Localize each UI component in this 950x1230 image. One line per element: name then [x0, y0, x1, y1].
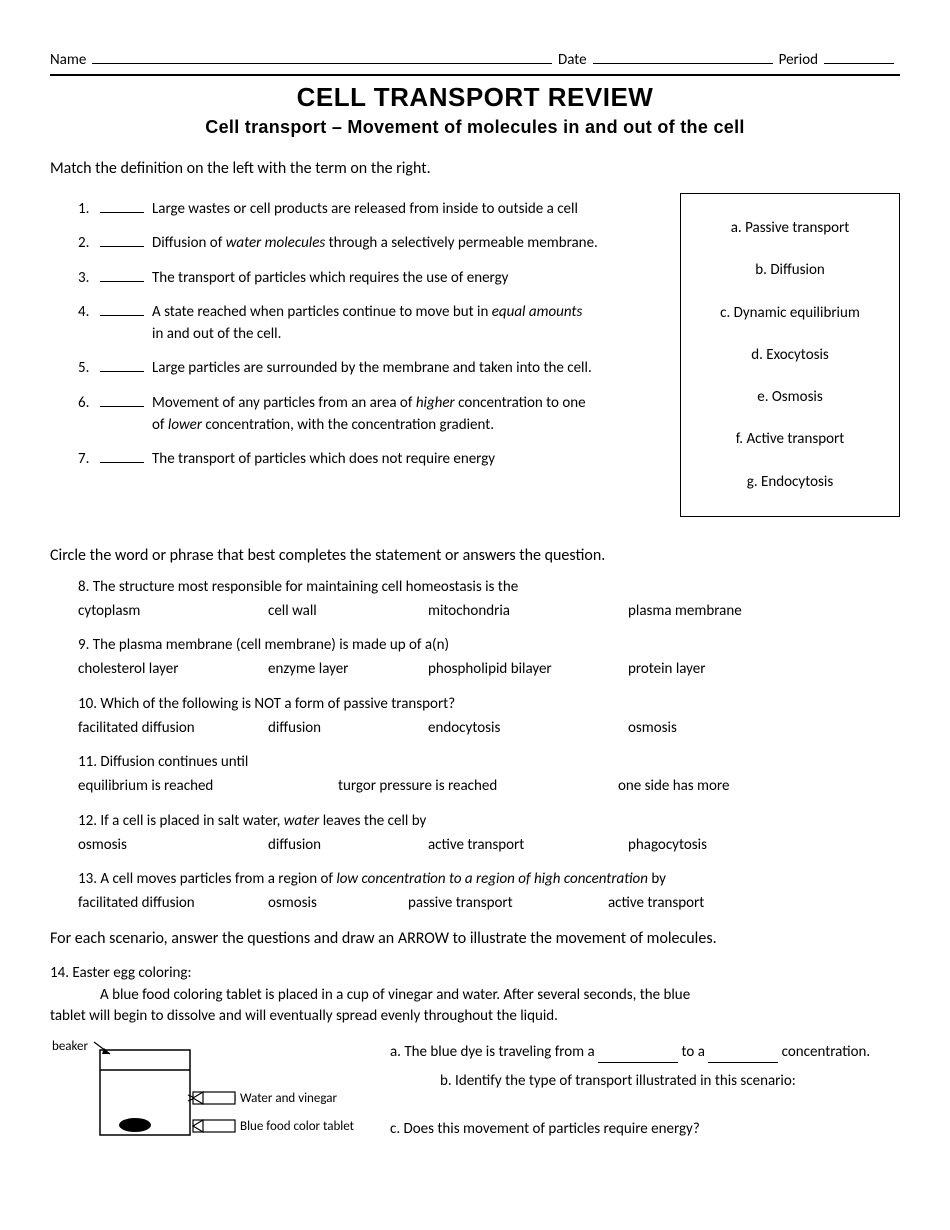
mc-q10: 10. Which of the following is NOT a form… [78, 694, 900, 714]
name-blank[interactable] [92, 63, 552, 64]
answer-blank[interactable] [100, 302, 144, 316]
mc-q12-options: osmosis diffusion active transport phago… [78, 835, 900, 855]
mc-q9-options: cholesterol layer enzyme layer phospholi… [78, 659, 900, 679]
option-d: d. Exocytosis [691, 345, 889, 365]
match-q3: 3. The transport of particles which requ… [78, 268, 660, 288]
mc-q8: 8. The structure most responsible for ma… [78, 577, 900, 597]
answer-blank[interactable] [100, 199, 144, 213]
beaker-diagram: beaker Water and vinegar [50, 1040, 360, 1150]
answer-blank[interactable] [100, 233, 144, 247]
period-label: Period [779, 50, 818, 70]
header-divider [50, 74, 900, 76]
name-label: Name [50, 50, 86, 70]
match-q7: 7. The transport of particles which does… [78, 449, 660, 469]
page-title: CELL TRANSPORT REVIEW [50, 80, 900, 115]
scenario-instructions: For each scenario, answer the questions … [50, 928, 900, 950]
matching-instructions: Match the definition on the left with th… [50, 158, 900, 180]
mc-q9: 9. The plasma membrane (cell membrane) i… [78, 635, 900, 655]
mc-q13: 13. A cell moves particles from a region… [78, 869, 900, 889]
option-f: f. Active transport [691, 429, 889, 449]
match-q5: 5. Large particles are surrounded by the… [78, 358, 660, 378]
matching-section: 1. Large wastes or cell products are rel… [50, 189, 900, 517]
mc-q11: 11. Diffusion continues until [78, 752, 900, 772]
answer-blank[interactable] [100, 393, 144, 407]
match-q2: 2. Diffusion of water molecules through … [78, 233, 660, 253]
option-c: c. Dynamic equilibrium [691, 303, 889, 323]
mc-instructions: Circle the word or phrase that best comp… [50, 545, 900, 567]
period-blank[interactable] [824, 63, 894, 64]
matching-options-box: a. Passive transport b. Diffusion c. Dyn… [680, 193, 900, 517]
mc-q12: 12. If a cell is placed in salt water, w… [78, 811, 900, 831]
scenario-14: 14. Easter egg coloring: A blue food col… [50, 963, 900, 1150]
tablet-label: Blue food color tablet [240, 1119, 355, 1134]
option-g: g. Endocytosis [691, 472, 889, 492]
match-q6: 6. Movement of any particles from an are… [78, 393, 660, 436]
page-subtitle: Cell transport – Movement of molecules i… [50, 115, 900, 139]
answer-blank[interactable] [708, 1042, 778, 1063]
answer-blank[interactable] [100, 268, 144, 282]
mc-q13-options: facilitated diffusion osmosis passive tr… [78, 893, 900, 913]
scenario-14-diagram-row: beaker Water and vinegar [50, 1040, 900, 1150]
option-b: b. Diffusion [691, 260, 889, 280]
option-e: e. Osmosis [691, 387, 889, 407]
scenario-14-qb: b. Identify the type of transport illust… [390, 1071, 900, 1091]
match-q1: 1. Large wastes or cell products are rel… [78, 199, 660, 219]
option-a: a. Passive transport [691, 218, 889, 238]
date-blank[interactable] [593, 63, 773, 64]
scenario-14-body: A blue food coloring tablet is placed in… [50, 985, 900, 1026]
scenario-14-questions: a. The blue dye is traveling from a to a… [390, 1040, 900, 1148]
scenario-14-qc: c. Does this movement of particles requi… [390, 1119, 900, 1139]
answer-blank[interactable] [598, 1042, 678, 1063]
scenario-14-title: 14. Easter egg coloring: [50, 963, 900, 983]
date-label: Date [558, 50, 587, 70]
answer-blank[interactable] [100, 358, 144, 372]
mc-q8-options: cytoplasm cell wall mitochondria plasma … [78, 601, 900, 621]
matching-questions: 1. Large wastes or cell products are rel… [50, 189, 660, 483]
match-q4: 4. A state reached when particles contin… [78, 302, 660, 345]
beaker-icon: Water and vinegar Blue food color tablet [80, 1040, 360, 1150]
scenario-14-qa: a. The blue dye is traveling from a to a… [390, 1042, 900, 1063]
header-fields: Name Date Period [50, 50, 900, 70]
beaker-label: beaker [52, 1038, 88, 1056]
answer-blank[interactable] [100, 449, 144, 463]
mc-q11-options: equilibrium is reached turgor pressure i… [78, 776, 900, 796]
mc-q10-options: facilitated diffusion diffusion endocyto… [78, 718, 900, 738]
water-vinegar-label: Water and vinegar [240, 1091, 337, 1106]
multiple-choice-section: 8. The structure most responsible for ma… [50, 577, 900, 914]
